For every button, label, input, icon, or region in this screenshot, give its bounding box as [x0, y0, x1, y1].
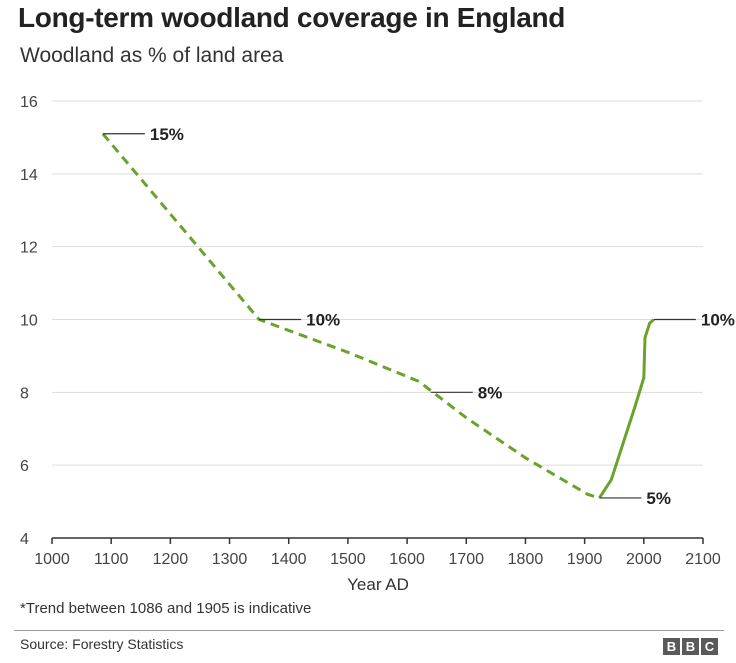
- divider: [14, 630, 724, 631]
- data-label: 10%: [306, 311, 340, 330]
- bbc-logo: B B C: [663, 638, 718, 655]
- x-tick-label: 1200: [153, 551, 189, 568]
- x-tick-label: 1800: [508, 551, 544, 568]
- x-tick-label: 1300: [212, 551, 248, 568]
- x-tick-label: 2100: [685, 551, 721, 568]
- data-label: 15%: [150, 125, 184, 144]
- y-tick-label: 6: [20, 458, 29, 475]
- y-tick-label: 8: [20, 385, 29, 402]
- logo-letter: B: [682, 638, 699, 655]
- y-tick-label: 16: [20, 94, 38, 111]
- x-tick-label: 1700: [448, 551, 484, 568]
- series-line-measured: [598, 318, 655, 499]
- y-tick-label: 10: [20, 313, 38, 330]
- source-note: Source: Forestry Statistics: [20, 636, 184, 652]
- y-tick-label: 12: [20, 240, 38, 257]
- y-tick-label: 4: [20, 531, 29, 548]
- logo-letter: B: [663, 638, 680, 655]
- x-tick-label: 1900: [567, 551, 603, 568]
- x-tick-label: 1000: [34, 551, 70, 568]
- x-tick-label: 1500: [330, 551, 366, 568]
- chart-subtitle: Woodland as % of land area: [20, 44, 284, 67]
- y-tick-label: 14: [20, 167, 38, 184]
- series-line-indicative: [101, 132, 600, 500]
- x-axis-label: Year AD: [347, 575, 409, 594]
- data-label: 8%: [478, 383, 503, 402]
- x-tick-label: 1400: [271, 551, 307, 568]
- data-label: 5%: [646, 489, 671, 508]
- x-tick-label: 1600: [389, 551, 425, 568]
- data-label: 10%: [701, 311, 735, 330]
- chart-title: Long-term woodland coverage in England: [18, 2, 566, 33]
- logo-letter: C: [701, 638, 718, 655]
- x-tick-label: 2000: [626, 551, 662, 568]
- x-tick-label: 1100: [94, 551, 129, 568]
- footnote: *Trend between 1086 and 1905 is indicati…: [20, 600, 312, 617]
